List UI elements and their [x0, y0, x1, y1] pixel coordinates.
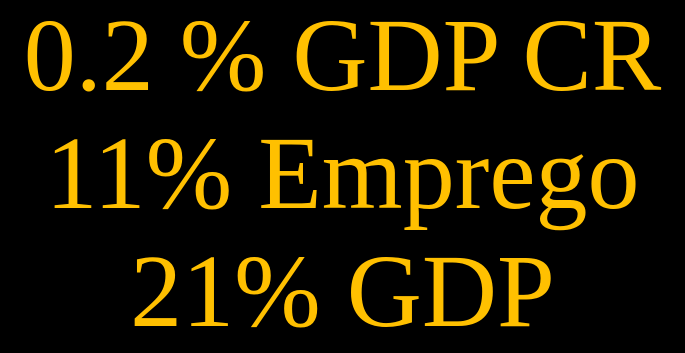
stat-line-gdp: 21% GDP	[130, 234, 555, 349]
stat-line-emprego: 11% Emprego	[45, 116, 640, 231]
stat-line-gdp-cr: 0.2 % GDP CR	[23, 0, 662, 113]
